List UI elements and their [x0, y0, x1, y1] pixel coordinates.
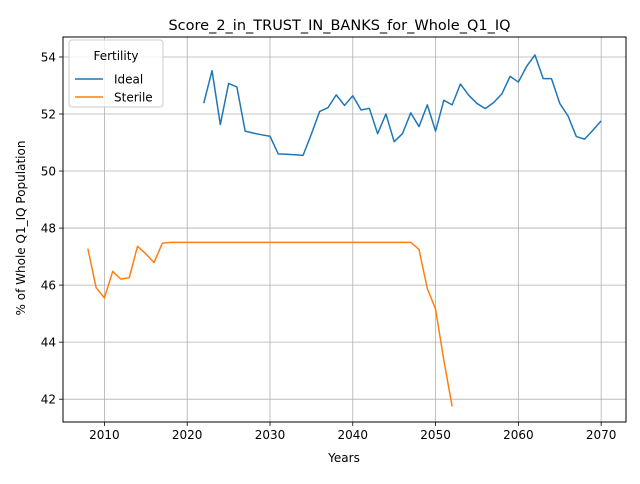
- x-axis-label: Years: [327, 451, 360, 465]
- y-tick-label: 54: [41, 50, 56, 64]
- y-axis-label: % of Whole Q1_IQ Population: [14, 141, 28, 316]
- legend-entries: Ideal Sterile: [75, 73, 153, 105]
- y-tick-label: 52: [41, 108, 56, 122]
- x-tick-label: 2050: [420, 428, 451, 442]
- grid: [63, 37, 626, 422]
- legend-label-sterile: Sterile: [114, 91, 153, 105]
- y-tick-label: 50: [41, 165, 56, 179]
- legend-box: [68, 39, 164, 108]
- x-tick-label: 2010: [89, 428, 120, 442]
- y-tick-label: 44: [41, 336, 56, 350]
- x-tick-label: 2060: [503, 428, 534, 442]
- y-tick-label: 42: [41, 393, 56, 407]
- legend-label-ideal: Ideal: [114, 73, 143, 87]
- plot-area-frame: [62, 36, 627, 423]
- y-tick-label: 46: [41, 279, 56, 293]
- axis-ticks: 2010 2020 2030 2040 2050 2060 2070 42 44 46 48 50 52…: [41, 50, 617, 442]
- x-tick-label: 2070: [586, 428, 617, 442]
- x-tick-label: 2040: [338, 428, 369, 442]
- legend: Fertility Ideal Sterile: [68, 39, 164, 108]
- chart-title: Score_2_in_TRUST_IN_BANKS_for_Whole_Q1_I…: [168, 18, 510, 34]
- y-tick-label: 48: [41, 222, 56, 236]
- x-tick-label: 2030: [255, 428, 286, 442]
- series-lines: [87, 54, 602, 407]
- series-line-ideal: [203, 54, 602, 157]
- x-tick-label: 2020: [172, 428, 203, 442]
- legend-title: Fertility: [93, 49, 138, 63]
- series-line-sterile: [87, 241, 453, 407]
